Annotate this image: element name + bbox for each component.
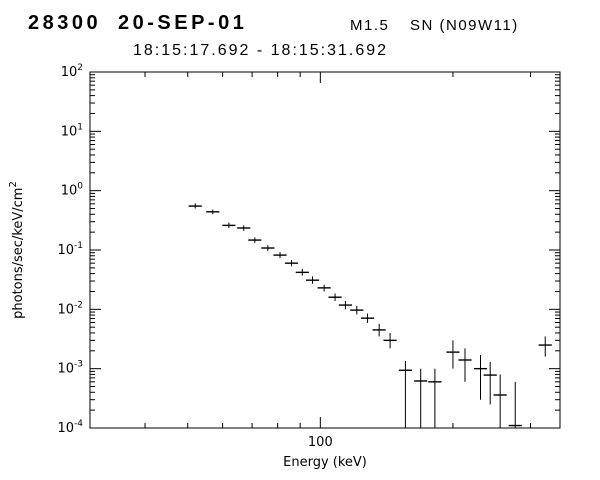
y-tick-label: 10-2 <box>57 300 83 317</box>
data-series <box>188 203 552 428</box>
goes-class: M1.5 <box>350 17 390 34</box>
flare-location: SN (N09W11) <box>410 17 519 34</box>
y-tick-label: 100 <box>61 182 84 199</box>
y-axis-label: photons/sec/keV/cm2 <box>8 181 26 319</box>
y-tick-label: 102 <box>61 63 83 80</box>
flare-date: 20-SEP-01 <box>118 12 248 34</box>
x-axis-label: Energy (keV) <box>283 455 367 470</box>
y-tick-label: 10-1 <box>57 241 83 258</box>
y-tick-label: 101 <box>61 122 83 139</box>
flare-id: 28300 <box>28 12 102 34</box>
y-tick-label: 10-3 <box>57 360 83 377</box>
x-tick-label: 100 <box>308 435 333 450</box>
y-tick-label: 10-4 <box>57 419 83 436</box>
time-interval: 18:15:17.692 - 18:15:31.692 <box>133 42 389 59</box>
